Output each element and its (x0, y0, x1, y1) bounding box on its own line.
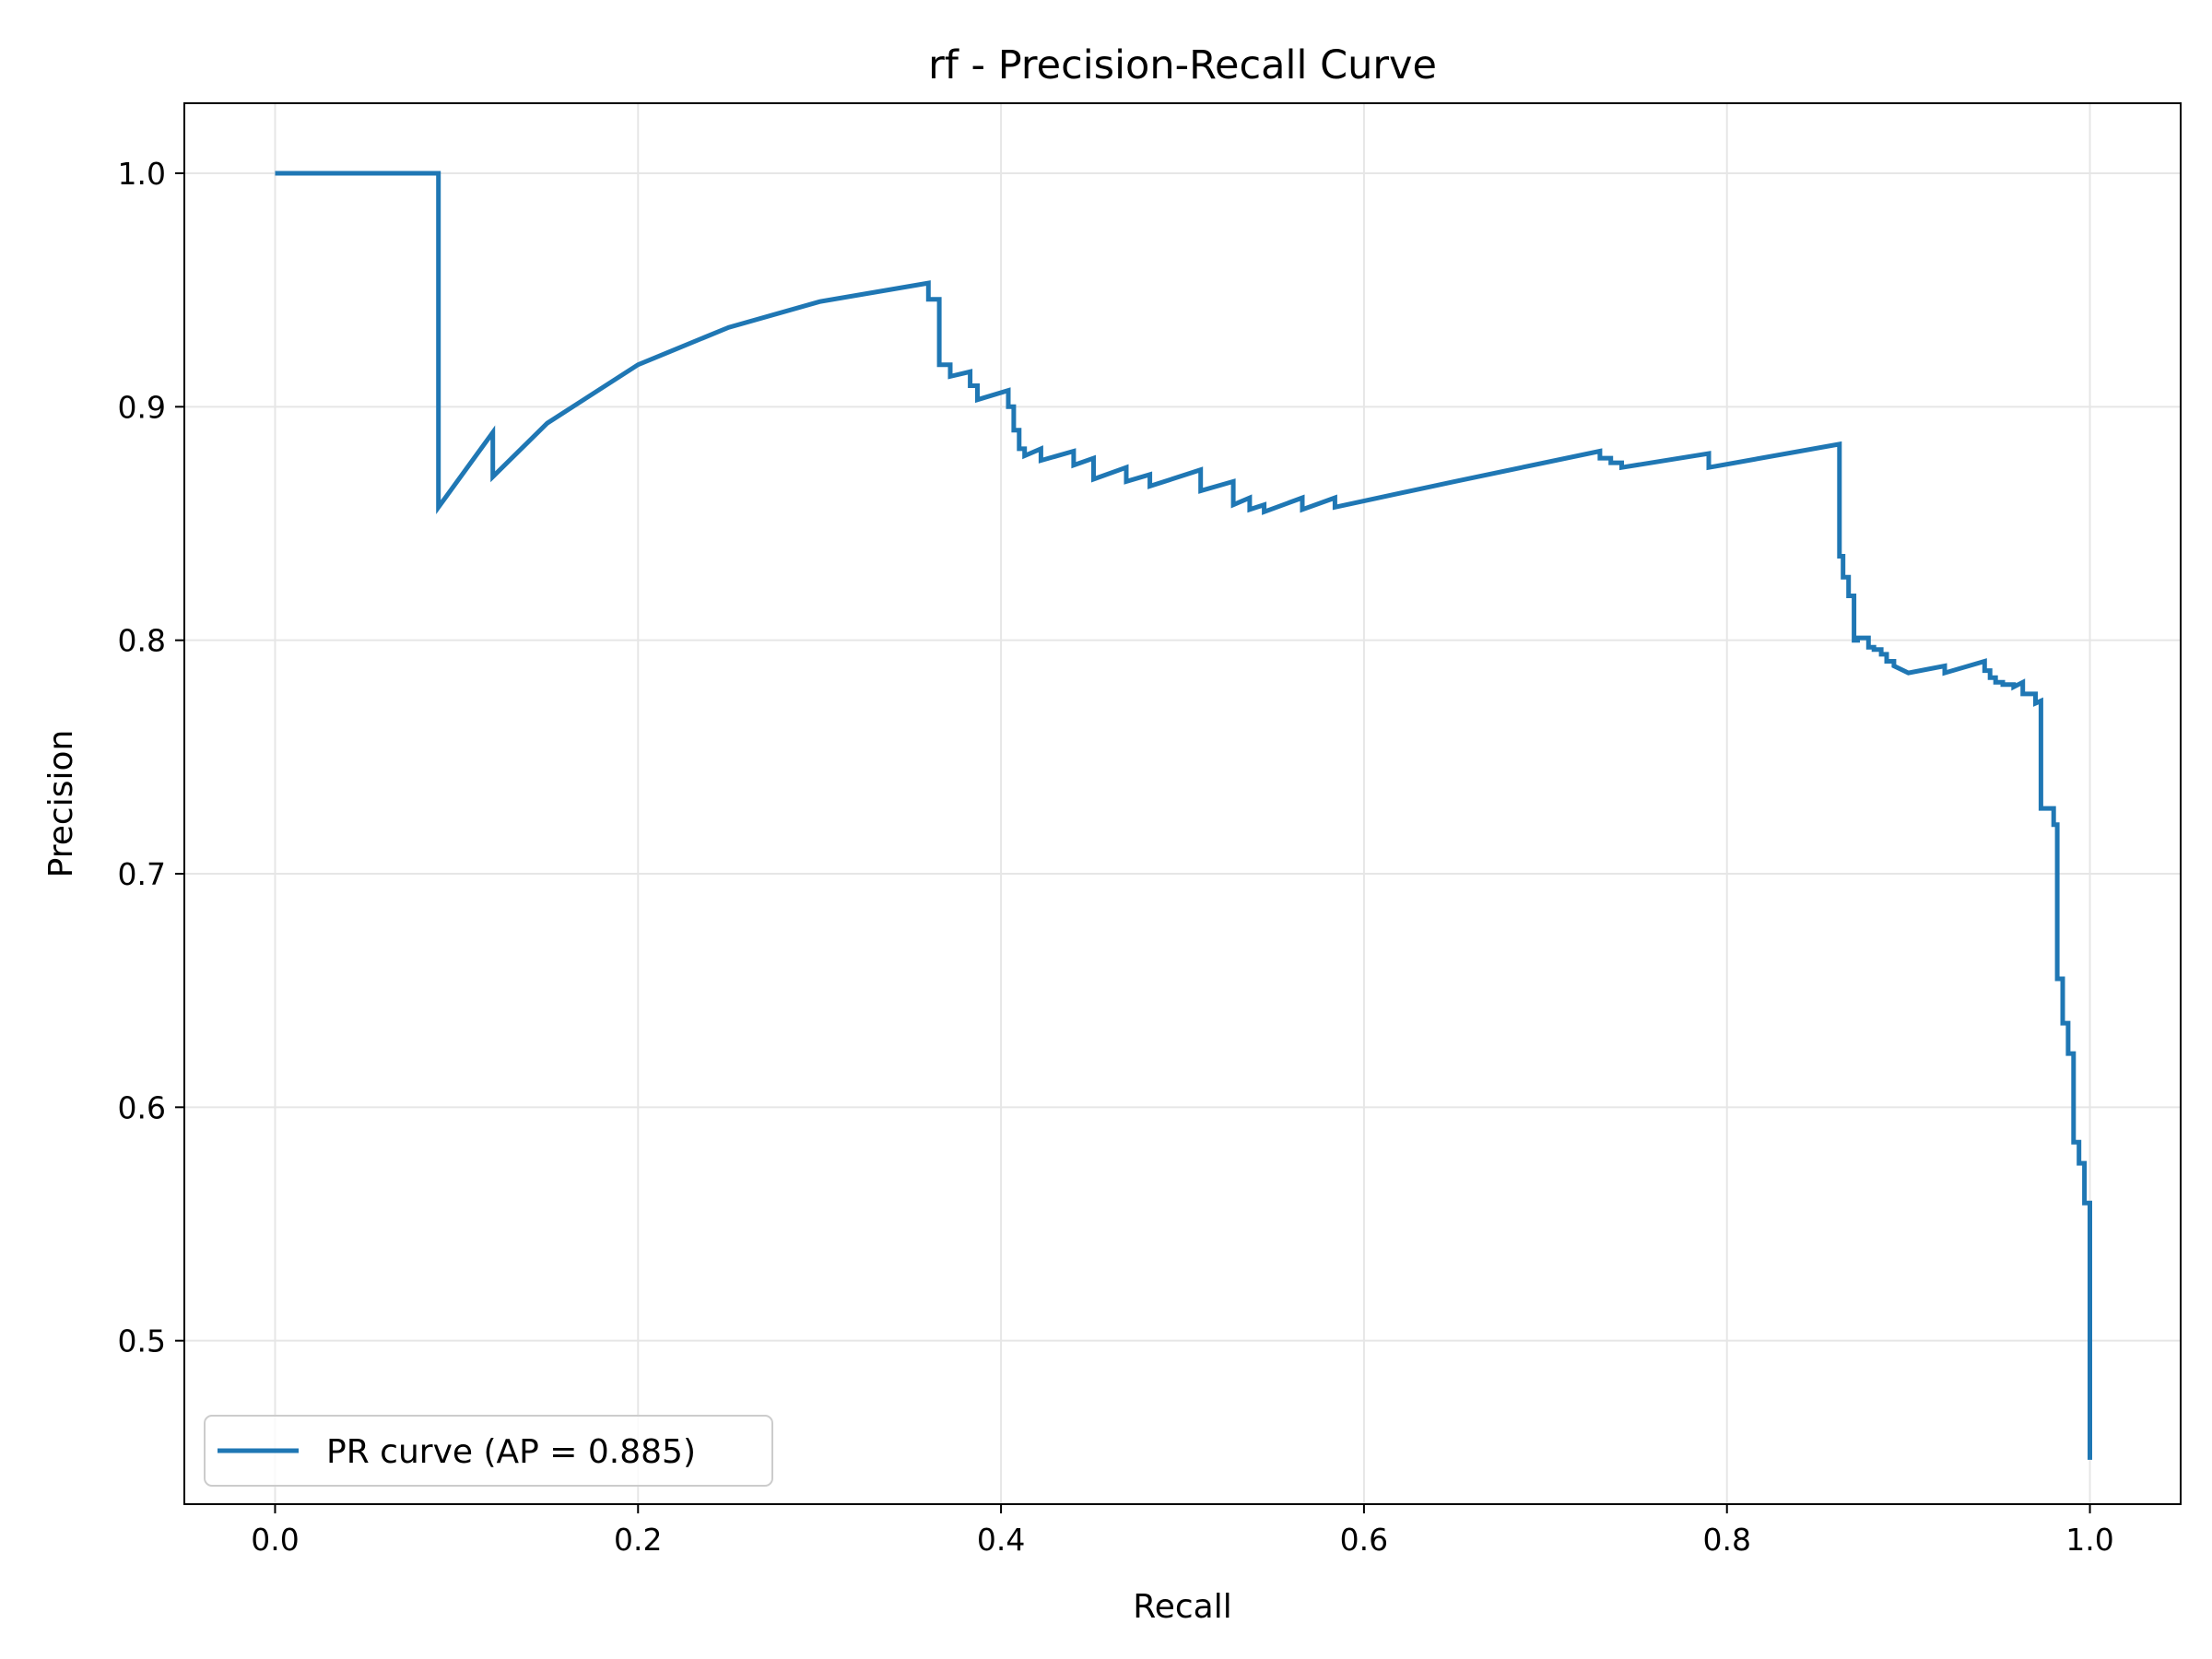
y-tick-label: 0.5 (118, 1324, 166, 1359)
y-tick-label: 1.0 (118, 156, 166, 192)
y-tick-label: 0.9 (118, 389, 166, 425)
legend-box (204, 1415, 773, 1487)
legend-label: PR curve (AP = 0.885) (326, 1433, 696, 1471)
pr-curve-line (275, 171, 2092, 1460)
y-tick-label: 0.6 (118, 1089, 166, 1125)
y-axis-ticks: 0.5 0.6 0.7 0.8 0.9 1.0 (118, 156, 184, 1359)
y-tick-label: 0.8 (118, 623, 166, 659)
x-tick-label: 0.2 (614, 1522, 662, 1558)
x-axis-ticks: 0.0 0.2 0.4 0.6 0.8 1.0 (251, 1504, 2114, 1558)
x-tick-label: 0.0 (251, 1522, 299, 1558)
grid (184, 103, 2181, 1504)
x-tick-label: 1.0 (2065, 1522, 2113, 1558)
x-tick-label: 0.4 (977, 1522, 1025, 1558)
y-tick-label: 0.7 (118, 856, 166, 892)
axes-frame (183, 102, 2182, 1505)
x-axis-label: Recall (1133, 1588, 1231, 1626)
chart-title: rf - Precision-Recall Curve (928, 42, 1437, 88)
series-layer (275, 171, 2092, 1460)
y-axis-label: Precision (42, 730, 80, 878)
x-tick-label: 0.6 (1340, 1522, 1388, 1558)
legend: PR curve (AP = 0.885) (204, 1415, 773, 1487)
x-tick-label: 0.8 (1702, 1522, 1750, 1558)
